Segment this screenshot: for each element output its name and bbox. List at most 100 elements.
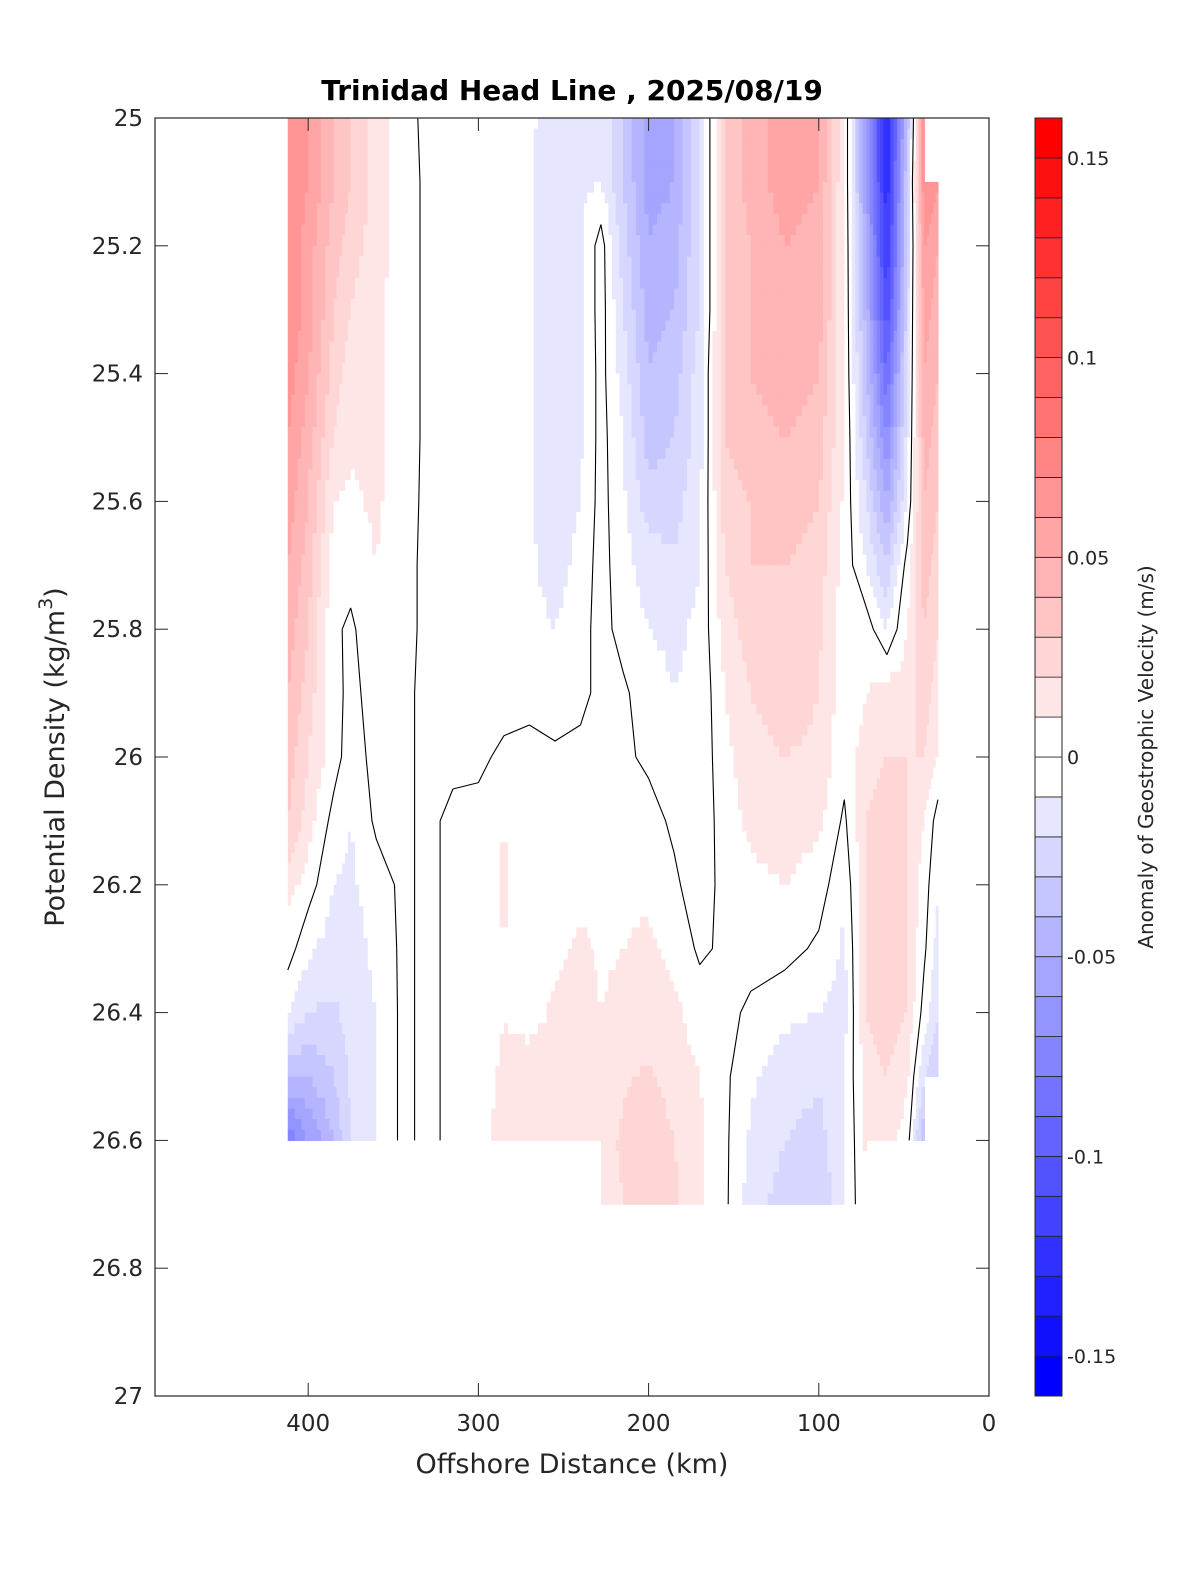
field-subcell [612, 309, 617, 321]
field-subcell [406, 128, 411, 140]
field-subcell [583, 181, 588, 194]
field-subcell [546, 139, 552, 151]
field-subcell [883, 192, 888, 204]
field-subcell [640, 309, 645, 321]
field-subcell [329, 267, 335, 279]
field-subcell [767, 128, 774, 140]
field-subcell [897, 267, 902, 279]
field-subcell [550, 139, 556, 151]
field-subcell [699, 426, 705, 439]
field-subcell [796, 213, 803, 226]
field-subcell [333, 256, 338, 268]
field-subcell [414, 341, 420, 353]
field-subcell [900, 373, 905, 385]
field-subcell [746, 416, 752, 428]
field-subcell [363, 139, 369, 151]
field-subcell [448, 256, 454, 268]
field-subcell [686, 203, 692, 215]
field-subcell [931, 331, 934, 343]
field-subcell [503, 405, 509, 417]
field-subcell [784, 341, 792, 353]
field-subcell [594, 341, 599, 353]
field-subcell [928, 213, 932, 226]
field-subcell [742, 245, 748, 258]
field-subcell [674, 192, 679, 204]
field-cell [600, 181, 624, 247]
field-subcell [859, 394, 864, 407]
field-subcell [915, 352, 920, 364]
field-subcell [372, 362, 377, 375]
field-subcell [389, 331, 394, 343]
field-subcell [503, 203, 509, 215]
field-subcell [827, 331, 833, 343]
field-subcell [431, 331, 437, 343]
field-subcell [883, 235, 888, 247]
field-subcell [893, 171, 898, 183]
field-subcell [503, 192, 509, 204]
field-subcell [720, 149, 726, 162]
field-subcell [890, 245, 895, 258]
field-subcell [644, 277, 650, 289]
field-subcell [883, 160, 888, 172]
field-subcell [440, 245, 445, 258]
field-subcell [491, 416, 497, 428]
field-subcell [397, 426, 403, 439]
field-subcell [550, 320, 556, 332]
field-subcell [716, 416, 722, 428]
field-subcell [499, 181, 505, 194]
field-subcell [363, 362, 369, 375]
field-subcell [529, 118, 535, 130]
field-subcell [813, 277, 820, 289]
field-subcell [329, 373, 335, 385]
field-subcell [712, 331, 718, 343]
field-subcell [918, 288, 923, 300]
field-subcell [674, 224, 679, 236]
field-subcell [767, 341, 774, 353]
field-subcell [312, 416, 318, 428]
field-subcell [291, 394, 296, 407]
field-subcell [516, 341, 522, 353]
field-subcell [915, 341, 920, 353]
field-subcell [746, 235, 752, 247]
field-subcell [291, 448, 296, 460]
field-subcell [773, 341, 780, 353]
field-subcell [380, 352, 386, 364]
field-subcell [478, 213, 484, 226]
field-subcell [376, 362, 382, 375]
field-subcell [669, 256, 675, 268]
field-subcell [312, 362, 318, 375]
field-subcell [410, 267, 416, 279]
field-subcell [325, 203, 331, 215]
field-subcell [926, 384, 930, 396]
field-subcell [886, 373, 891, 385]
field-subcell [431, 405, 437, 417]
field-subcell [773, 320, 780, 332]
field-subcell [657, 362, 662, 375]
field-subcell [325, 245, 331, 258]
field-cell [818, 181, 845, 247]
field-subcell [665, 245, 671, 258]
field-subcell [835, 288, 841, 300]
field-subcell [807, 171, 814, 183]
field-subcell [359, 224, 365, 236]
field-subcell [712, 149, 718, 162]
field-subcell [746, 128, 752, 140]
field-subcell [482, 416, 488, 428]
field-subcell [546, 160, 552, 172]
field-subcell [329, 245, 335, 258]
field-subcell [615, 320, 620, 332]
field-subcell [512, 362, 518, 375]
field-subcell [762, 139, 769, 151]
field-subcell [669, 128, 675, 140]
field-subcell [499, 362, 505, 375]
field-subcell [869, 245, 874, 258]
field-subcell [529, 256, 535, 268]
field-subcell [848, 362, 853, 375]
field-subcell [580, 181, 585, 194]
field-subcell [900, 331, 905, 343]
field-subcell [301, 480, 306, 492]
field-subcell [801, 192, 809, 204]
field-subcell [848, 373, 853, 385]
field-subcell [844, 171, 849, 183]
field-subcell [550, 203, 556, 215]
